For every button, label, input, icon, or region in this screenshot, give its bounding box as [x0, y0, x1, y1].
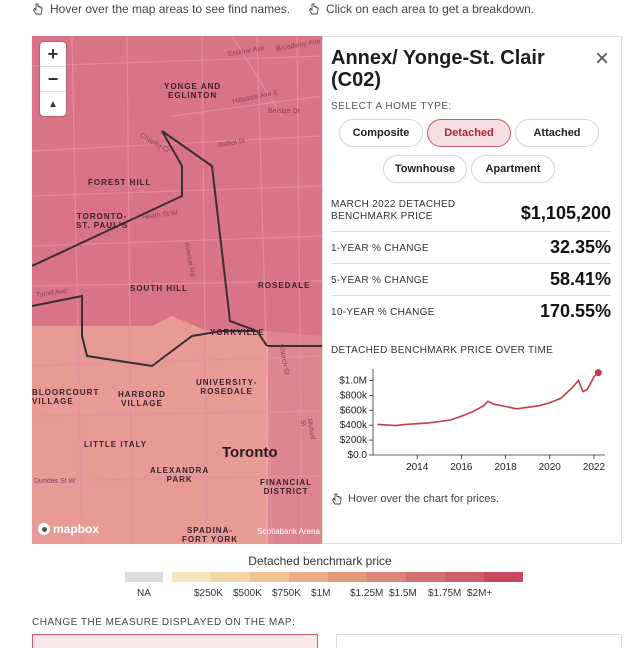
chart-hint: Hover over the chart for prices.: [331, 493, 499, 505]
area-title: Annex/ Yonge-St. Clair (C02): [331, 47, 545, 91]
legend-na-swatch: [125, 572, 163, 582]
chart-hint-text: Hover over the chart for prices.: [348, 493, 500, 505]
compass-icon: ▲: [48, 98, 58, 110]
x-tick-label: 2018: [494, 462, 517, 473]
legend-label: $250K: [194, 588, 223, 599]
stat-label: 10-YEAR % CHANGE: [331, 307, 435, 318]
legend-label: $1.75M: [428, 588, 462, 599]
map-label-financial-district: FINANCIAL DISTRICT: [260, 478, 313, 496]
home-type-composite[interactable]: Composite: [339, 119, 423, 147]
home-type-label: SELECT A HOME TYPE:: [331, 101, 452, 112]
stat-1-year: 1-YEAR % CHANGE 32.35%: [331, 231, 611, 264]
hover-hint-text: Hover over the map areas to see find nam…: [50, 2, 291, 16]
click-hint: Click on each area to get a breakdown.: [308, 2, 534, 16]
legend-swatch: [484, 572, 523, 582]
legend-swatch: [328, 572, 367, 582]
measure-option-price[interactable]: [32, 634, 318, 648]
pointer-icon: [331, 493, 342, 505]
chart-title: DETACHED BENCHMARK PRICE OVER TIME: [331, 345, 554, 356]
map-label-little-italy: LITTLE ITALY: [84, 440, 148, 449]
map-label-forest-hill: FOREST HILL: [88, 178, 152, 187]
price-series-line[interactable]: [377, 372, 599, 427]
stat-label: 5-YEAR % CHANGE: [331, 275, 429, 286]
legend-swatch: [211, 572, 250, 582]
area-breakdown-panel: Annex/ Yonge-St. Clair (C02) × SELECT A …: [322, 36, 622, 544]
zoom-out-button[interactable]: −: [40, 67, 66, 92]
stat-10-year: 10-YEAR % CHANGE 170.55%: [331, 295, 611, 327]
y-tick-label: $1.0M: [339, 375, 367, 386]
map-label-harbord: HARBORD VILLAGE: [118, 390, 166, 408]
map-label-south-hill: SOUTH HILL: [130, 284, 188, 293]
stat-value: $1,105,200: [520, 203, 611, 223]
hover-hint: Hover over the map areas to see find nam…: [32, 2, 290, 16]
map-label-spadina-fort-york: SPADINA- FORT YORK: [182, 526, 238, 544]
legend-swatch: [289, 572, 328, 582]
latest-price-point[interactable]: [594, 369, 602, 377]
legend-swatch: [406, 572, 445, 582]
home-type-attached[interactable]: Attached: [515, 119, 599, 147]
map-label-bloorcourt: BLOORCOURT VILLAGE: [32, 388, 100, 406]
home-type-apartment[interactable]: Apartment: [471, 155, 555, 183]
zoom-control: + − ▲: [40, 42, 66, 116]
close-button[interactable]: ×: [595, 47, 609, 71]
pointer-icon: [308, 3, 319, 15]
home-type-townhouse[interactable]: Townhouse: [383, 155, 467, 183]
map-label-alexandra-park: ALEXANDRA PARK: [150, 466, 210, 484]
pointer-icon: [32, 3, 43, 15]
map-label-toronto-st-pauls: TORONTO- ST. PAUL'S: [76, 212, 129, 230]
legend-label: $1.25M: [350, 588, 384, 599]
legend-swatch: [367, 572, 406, 582]
y-tick-label: $0.0: [348, 450, 368, 461]
stat-value: 58.41%: [549, 269, 611, 289]
x-tick-label: 2016: [450, 462, 473, 473]
stat-value: 32.35%: [549, 237, 611, 257]
map-label-yonge-eglinton: YONGE AND EGLINTON: [164, 82, 222, 100]
x-tick-label: 2022: [583, 462, 606, 473]
mapbox-logo-text: mapbox: [53, 522, 100, 536]
home-type-detached[interactable]: Detached: [427, 119, 511, 147]
stat-label: MARCH 2022 DETACHED BENCHMARK PRICE: [331, 199, 456, 222]
legend-title: Detached benchmark price: [248, 554, 392, 568]
y-tick-label: $400k: [340, 420, 368, 431]
legend-label: $1M: [311, 588, 331, 599]
map-label-yorkville: YORKVILLE: [210, 328, 265, 337]
mapbox-logo[interactable]: mapbox: [38, 522, 99, 536]
hint-row: Hover over the map areas to see find nam…: [0, 0, 640, 20]
y-tick-label: $200k: [340, 435, 368, 446]
click-hint-text: Click on each area to get a breakdown.: [326, 2, 535, 16]
measure-option-change[interactable]: [336, 634, 622, 648]
legend-label: $500K: [233, 588, 262, 599]
x-tick-label: 2014: [406, 462, 429, 473]
y-tick-label: $600k: [340, 405, 368, 416]
x-tick-label: 2020: [539, 462, 562, 473]
compass-button[interactable]: ▲: [40, 92, 66, 116]
measure-title: CHANGE THE MEASURE DISPLAYED ON THE MAP:: [32, 617, 296, 628]
map-attribution: Scotiabank Arena: [257, 527, 320, 536]
legend-label: $1.5M: [389, 588, 417, 599]
legend-label: $2M+: [467, 588, 493, 599]
stat-value: 170.55%: [539, 301, 611, 321]
legend-swatch: [445, 572, 484, 582]
legend-na-label: NA: [137, 588, 151, 599]
map-label-city: Toronto: [222, 444, 278, 461]
legend-label: $750K: [272, 588, 301, 599]
stat-label: 1-YEAR % CHANGE: [331, 243, 429, 254]
legend-swatch: [172, 572, 211, 582]
legend-swatch: [250, 572, 289, 582]
map[interactable]: + − ▲ Erskine Ave Broadway Ave Hillsdale…: [32, 36, 322, 544]
map-canvas[interactable]: [32, 36, 322, 544]
street-label: Belsize Dr: [268, 108, 300, 115]
close-icon: ×: [594, 45, 609, 72]
stat-benchmark-price: MARCH 2022 DETACHED BENCHMARK PRICE $1,1…: [331, 193, 611, 232]
price-chart[interactable]: $0.0 $200k $400k $600k $800k $1.0M 2014 2016 201…: [331, 359, 615, 479]
map-label-university-rosedale: UNIVERSITY- ROSEDALE: [196, 378, 258, 396]
street-label: Dundas St W: [34, 478, 76, 485]
zoom-in-button[interactable]: +: [40, 42, 66, 67]
stat-5-year: 5-YEAR % CHANGE 58.41%: [331, 263, 611, 296]
y-tick-label: $800k: [340, 390, 368, 401]
mapbox-icon: [38, 523, 50, 535]
map-label-rosedale: ROSEDALE: [258, 281, 311, 290]
